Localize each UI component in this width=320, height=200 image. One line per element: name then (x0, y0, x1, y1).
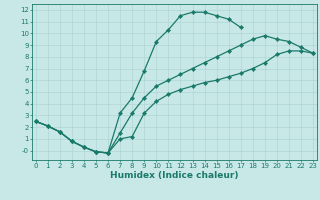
X-axis label: Humidex (Indice chaleur): Humidex (Indice chaleur) (110, 171, 239, 180)
